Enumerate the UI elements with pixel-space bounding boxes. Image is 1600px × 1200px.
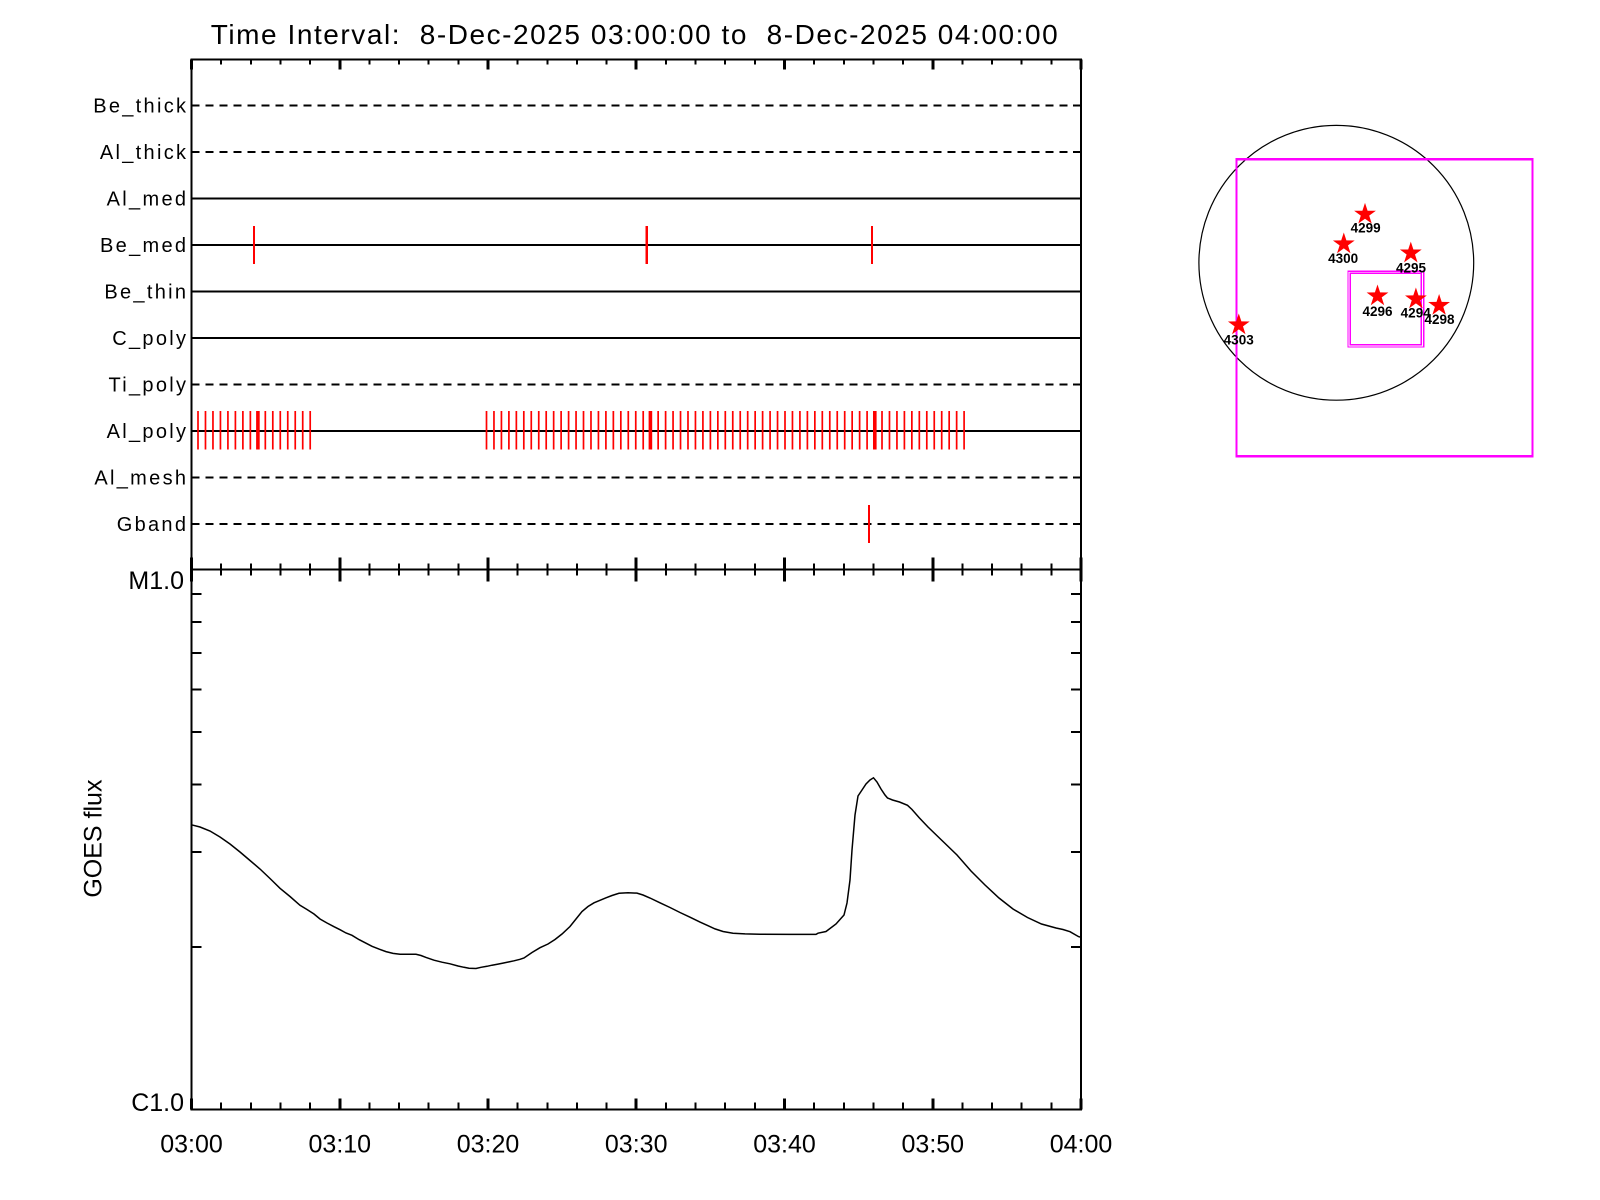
svg-text:C1.0: C1.0 bbox=[131, 1089, 184, 1117]
svg-text:4299: 4299 bbox=[1351, 221, 1381, 236]
svg-text:03:00: 03:00 bbox=[160, 1131, 223, 1159]
svg-text:Be_thick: Be_thick bbox=[93, 96, 188, 118]
svg-text:Al_mesh: Al_mesh bbox=[94, 468, 188, 490]
svg-text:Al_med: Al_med bbox=[107, 189, 189, 211]
svg-text:Ti_poly: Ti_poly bbox=[108, 375, 188, 397]
svg-text:4294: 4294 bbox=[1401, 306, 1432, 321]
svg-text:Be_thin: Be_thin bbox=[104, 282, 188, 304]
svg-text:Time Interval: 8-Dec-2025 03:: Time Interval: 8-Dec-2025 03:00:00 to 8-… bbox=[211, 19, 1059, 50]
svg-text:Al_poly: Al_poly bbox=[107, 421, 189, 443]
svg-text:4300: 4300 bbox=[1328, 251, 1358, 266]
svg-text:4296: 4296 bbox=[1362, 304, 1393, 319]
svg-text:GOES flux: GOES flux bbox=[80, 779, 108, 898]
svg-text:03:50: 03:50 bbox=[902, 1131, 965, 1159]
svg-text:Al_thick: Al_thick bbox=[100, 142, 188, 164]
svg-text:03:20: 03:20 bbox=[457, 1131, 520, 1159]
svg-text:4298: 4298 bbox=[1424, 312, 1455, 327]
svg-text:03:40: 03:40 bbox=[753, 1131, 816, 1159]
svg-text:4303: 4303 bbox=[1224, 333, 1255, 348]
svg-text:03:30: 03:30 bbox=[605, 1131, 668, 1159]
svg-text:03:10: 03:10 bbox=[309, 1131, 372, 1159]
svg-text:C_poly: C_poly bbox=[112, 328, 188, 350]
svg-text:Gband: Gband bbox=[117, 514, 189, 536]
svg-text:Be_med: Be_med bbox=[100, 235, 188, 257]
svg-text:04:00: 04:00 bbox=[1050, 1131, 1113, 1159]
svg-text:4295: 4295 bbox=[1396, 261, 1427, 276]
svg-text:M1.0: M1.0 bbox=[128, 567, 184, 595]
